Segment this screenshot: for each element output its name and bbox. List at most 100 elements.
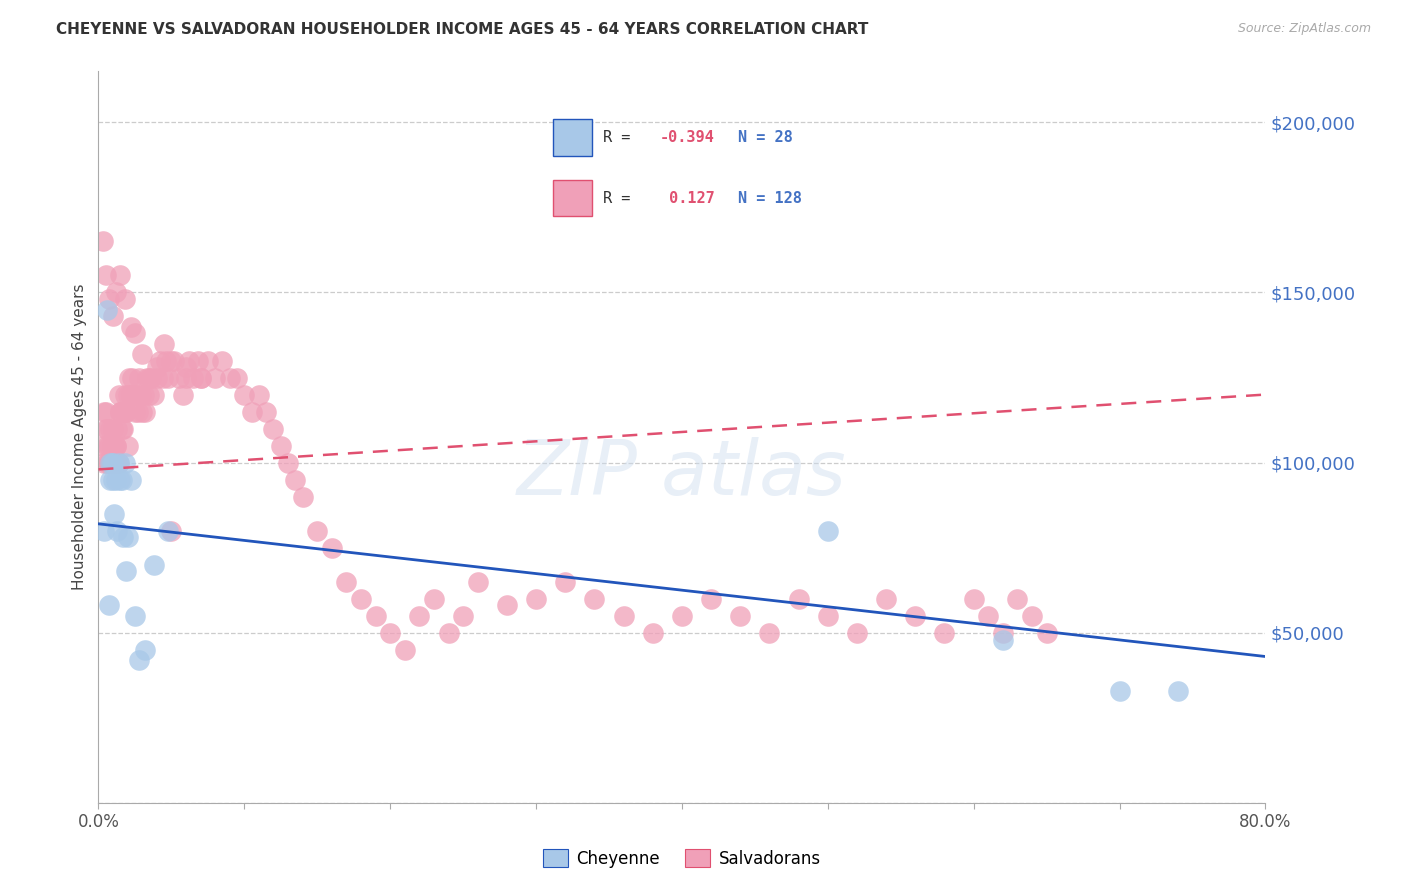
Point	[846, 625, 869, 640]
Point	[100, 456, 122, 470]
Point	[114, 456, 136, 470]
Point	[152, 370, 174, 384]
Point	[160, 353, 183, 368]
Point	[612, 608, 634, 623]
Point	[163, 353, 186, 368]
Point	[111, 473, 134, 487]
Point	[167, 370, 190, 384]
Point	[335, 574, 357, 589]
Point	[124, 326, 146, 341]
Point	[127, 404, 149, 418]
Point	[134, 642, 156, 657]
Point	[394, 642, 416, 657]
Point	[96, 302, 118, 317]
Point	[100, 456, 122, 470]
Point	[98, 421, 121, 435]
Point	[105, 524, 128, 538]
Point	[93, 456, 115, 470]
Point	[437, 625, 460, 640]
Point	[117, 439, 139, 453]
Point	[1035, 625, 1057, 640]
Point	[110, 404, 132, 418]
Point	[350, 591, 373, 606]
Point	[101, 456, 124, 470]
Point	[277, 456, 299, 470]
Point	[904, 608, 927, 623]
Point	[321, 541, 343, 555]
Point	[496, 599, 519, 613]
Point	[117, 387, 139, 401]
Point	[218, 370, 240, 384]
Point	[262, 421, 284, 435]
Point	[114, 293, 136, 307]
Point	[787, 591, 810, 606]
Point	[97, 456, 120, 470]
Point	[138, 370, 160, 384]
Point	[97, 439, 120, 453]
Point	[125, 387, 148, 401]
Text: Source: ZipAtlas.com: Source: ZipAtlas.com	[1237, 22, 1371, 36]
Point	[197, 353, 219, 368]
Point	[103, 439, 125, 453]
Point	[96, 456, 118, 470]
Point	[96, 439, 118, 453]
Point	[991, 632, 1014, 647]
Point	[240, 404, 263, 418]
Point	[408, 608, 430, 623]
Point	[101, 421, 124, 435]
Point	[131, 347, 153, 361]
Point	[1167, 683, 1189, 698]
Point	[174, 370, 197, 384]
Point	[211, 353, 233, 368]
Point	[157, 370, 180, 384]
Point	[962, 591, 984, 606]
Point	[111, 404, 134, 418]
Point	[247, 387, 270, 401]
Point	[172, 387, 194, 401]
Point	[115, 404, 138, 418]
Point	[122, 387, 145, 401]
Point	[554, 574, 576, 589]
Point	[380, 625, 402, 640]
Point	[112, 421, 135, 435]
Point	[129, 387, 152, 401]
Point	[524, 591, 547, 606]
Point	[1021, 608, 1043, 623]
Point	[270, 439, 292, 453]
Point	[146, 370, 169, 384]
Text: ZIP atlas: ZIP atlas	[517, 437, 846, 510]
Point	[233, 387, 256, 401]
Point	[108, 456, 131, 470]
Point	[149, 353, 172, 368]
Point	[94, 421, 117, 435]
Point	[157, 524, 180, 538]
Point	[817, 524, 839, 538]
Point	[114, 404, 136, 418]
Point	[758, 625, 780, 640]
Point	[160, 524, 183, 538]
Point	[117, 531, 139, 545]
Point	[204, 370, 226, 384]
Point	[128, 653, 150, 667]
Point	[142, 558, 165, 572]
Point	[98, 456, 121, 470]
Point	[583, 591, 606, 606]
Point	[153, 336, 176, 351]
Point	[181, 370, 204, 384]
Point	[641, 625, 664, 640]
Point	[124, 404, 146, 418]
Point	[93, 404, 115, 418]
Point	[110, 404, 132, 418]
Point	[190, 370, 212, 384]
Point	[977, 608, 1000, 623]
Point	[423, 591, 446, 606]
Point	[91, 235, 114, 249]
Point	[135, 370, 157, 384]
Point	[817, 608, 839, 623]
Point	[124, 608, 146, 623]
Point	[118, 370, 141, 384]
Point	[467, 574, 489, 589]
Point	[132, 387, 155, 401]
Point	[93, 524, 115, 538]
Point	[128, 370, 150, 384]
